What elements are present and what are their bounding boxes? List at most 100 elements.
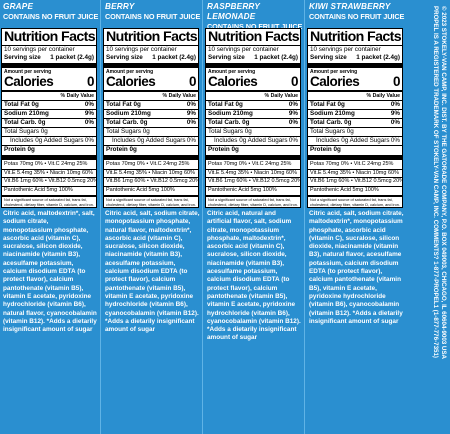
calories-row: Calories 0 xyxy=(310,74,401,89)
flavor-panel-raspberry-lemonade: RASPBERRY LEMONADE CONTAINS NO FRUIT JUI… xyxy=(205,0,302,434)
flavor-name: BERRY xyxy=(105,2,135,11)
vitamin-row: Vit.E 5.4mg 35% • Niacin 10mg 60% xyxy=(310,169,399,176)
ingredients-text: Citric acid, salt, sodium citrate, monop… xyxy=(105,210,200,334)
total-sugars-row: Total Sugars 0g xyxy=(106,128,150,135)
vitamin-row: Pantothenic Acid 5mg 100% xyxy=(310,186,379,193)
total-sugars-row: Total Sugars 0g xyxy=(310,128,354,135)
total-sugars-row: Total Sugars 0g xyxy=(208,128,252,135)
ingredients-text: Citric acid, salt, sodium citrate, malto… xyxy=(309,210,404,325)
flavor-panel-grape: GRAPE CONTAINS NO FRUIT JUICE Nutrition … xyxy=(1,0,98,434)
vitamin-row: Vit.B6 1mg 60% • Vit.B12 0.5mcg 20% xyxy=(310,178,403,184)
footnote: Not a significant source of saturated fa… xyxy=(310,198,400,207)
panel-divider xyxy=(100,0,101,434)
servings-per-container: 10 servings per container xyxy=(106,46,177,53)
flavor-name: RASPBERRY LEMONADE xyxy=(207,2,260,21)
calories-row: Calories 0 xyxy=(106,74,197,89)
sodium-row: Sodium 210mg 9% xyxy=(310,110,400,117)
added-sugars-row: Includes 0g Added Sugars 0% xyxy=(10,137,94,144)
ingredients-text: Citric acid, natural and artificial flav… xyxy=(207,210,301,342)
footnote: Not a significant source of saturated fa… xyxy=(106,198,196,207)
vitamin-row: Potas 70mg 0% • Vit.C 24mg 25% xyxy=(310,161,394,167)
flavor-header: RASPBERRY LEMONADE CONTAINS NO FRUIT JUI… xyxy=(207,0,304,31)
company-info: © 2023 STOKELY-VAN CAMP, INC. DIST. BY T… xyxy=(431,6,447,426)
nutrition-title: Nutrition Facts xyxy=(106,29,198,45)
nutrition-title: Nutrition Facts xyxy=(208,29,300,45)
ingredients-text: Citric acid, maltodextrin*, salt, sodium… xyxy=(3,210,97,334)
flavor-subtitle: CONTAINS NO FRUIT JUICE xyxy=(207,22,303,31)
amount-per-serving: Amount per serving xyxy=(4,69,52,75)
amount-per-serving: Amount per serving xyxy=(106,69,154,75)
serving-size: Serving size 1 packet (2.4g) xyxy=(310,54,400,61)
vitamin-row: Potas 70mg 0% • Vit.C 24mg 25% xyxy=(106,161,190,167)
daily-value-label: % Daily Value xyxy=(264,93,298,99)
calories-row: Calories 0 xyxy=(208,74,299,89)
protein-row: Protein 0g xyxy=(208,146,239,153)
footnote: Not a significant source of saturated fa… xyxy=(4,198,94,207)
flavor-subtitle: CONTAINS NO FRUIT JUICE xyxy=(105,12,201,21)
vitamin-row: Pantothenic Acid 5mg 100% xyxy=(106,186,175,193)
total-fat-row: Total Fat 0g 0% xyxy=(310,101,400,108)
sodium-row: Sodium 210mg 9% xyxy=(106,110,196,117)
total-carb-row: Total Carb. 0g 0% xyxy=(208,119,298,126)
added-sugars-row: Includes 0g Added Sugars 0% xyxy=(214,137,298,144)
total-carb-row: Total Carb. 0g 0% xyxy=(4,119,94,126)
company-line: © 2023 STOKELY-VAN CAMP, INC. DIST. BY T… xyxy=(440,6,447,359)
flavor-name: GRAPE xyxy=(3,2,34,11)
company-line: PROPEL IS A REGISTERED TRADEMARK OF STOK… xyxy=(432,6,439,358)
vitamin-row: Potas 70mg 0% • Vit.C 24mg 25% xyxy=(208,161,292,167)
nutrition-title: Nutrition Facts xyxy=(310,29,402,45)
serving-size: Serving size 1 packet (2.4g) xyxy=(208,54,298,61)
total-fat-row: Total Fat 0g 0% xyxy=(208,101,298,108)
panel-divider xyxy=(304,0,305,434)
total-carb-row: Total Carb. 0g 0% xyxy=(106,119,196,126)
serving-size: Serving size 1 packet (2.4g) xyxy=(106,54,196,61)
nutrition-title: Nutrition Facts xyxy=(4,29,96,45)
flavor-header: BERRY CONTAINS NO FRUIT JUICE xyxy=(105,0,202,28)
daily-value-label: % Daily Value xyxy=(162,93,196,99)
nutrition-facts-box: Nutrition Facts 10 servings per containe… xyxy=(307,28,403,208)
flavor-panel-kiwi-strawberry: KIWI STRAWBERRY CONTAINS NO FRUIT JUICE … xyxy=(307,0,404,434)
amount-per-serving: Amount per serving xyxy=(310,69,358,75)
vitamin-row: Vit.B6 1mg 60% • Vit.B12 0.5mcg 20% xyxy=(4,178,97,184)
flavor-name: KIWI STRAWBERRY xyxy=(309,2,391,11)
vitamin-row: Vit.B6 1mg 60% • Vit.B12 0.5mcg 20% xyxy=(106,178,199,184)
panel-divider xyxy=(202,0,203,434)
daily-value-label: % Daily Value xyxy=(60,93,94,99)
daily-value-label: % Daily Value xyxy=(366,93,400,99)
footnote: Not a significant source of saturated fa… xyxy=(208,198,298,207)
flavor-subtitle: CONTAINS NO FRUIT JUICE xyxy=(309,12,405,21)
side-strip xyxy=(420,0,450,434)
nutrition-facts-box: Nutrition Facts 10 servings per containe… xyxy=(103,28,199,208)
total-carb-row: Total Carb. 0g 0% xyxy=(310,119,400,126)
flavor-header: KIWI STRAWBERRY CONTAINS NO FRUIT JUICE xyxy=(309,0,406,28)
protein-row: Protein 0g xyxy=(106,146,137,153)
vitamin-row: Pantothenic Acid 5mg 100% xyxy=(4,186,73,193)
vitamin-row: Potas 70mg 0% • Vit.C 24mg 25% xyxy=(4,161,88,167)
vitamin-row: Vit.B6 1mg 60% • Vit.B12 0.5mcg 20% xyxy=(208,178,301,184)
servings-per-container: 10 servings per container xyxy=(4,46,75,53)
flavor-subtitle: CONTAINS NO FRUIT JUICE xyxy=(3,12,99,21)
total-sugars-row: Total Sugars 0g xyxy=(4,128,48,135)
flavor-panel-berry: BERRY CONTAINS NO FRUIT JUICE Nutrition … xyxy=(103,0,200,434)
protein-row: Protein 0g xyxy=(4,146,35,153)
sodium-row: Sodium 210mg 9% xyxy=(208,110,298,117)
vitamin-row: Pantothenic Acid 5mg 100% xyxy=(208,186,277,193)
sodium-row: Sodium 210mg 9% xyxy=(4,110,94,117)
serving-size: Serving size 1 packet (2.4g) xyxy=(4,54,94,61)
vitamin-row: Vit.E 5.4mg 35% • Niacin 10mg 60% xyxy=(208,169,297,176)
vitamin-row: Vit.E 5.4mg 35% • Niacin 10mg 60% xyxy=(4,169,93,176)
flavor-header: GRAPE CONTAINS NO FRUIT JUICE xyxy=(3,0,100,28)
servings-per-container: 10 servings per container xyxy=(310,46,381,53)
total-fat-row: Total Fat 0g 0% xyxy=(4,101,94,108)
nutrition-facts-box: Nutrition Facts 10 servings per containe… xyxy=(1,28,97,208)
added-sugars-row: Includes 0g Added Sugars 0% xyxy=(316,137,400,144)
total-fat-row: Total Fat 0g 0% xyxy=(106,101,196,108)
amount-per-serving: Amount per serving xyxy=(208,69,256,75)
added-sugars-row: Includes 0g Added Sugars 0% xyxy=(112,137,196,144)
vitamin-row: Vit.E 5.4mg 35% • Niacin 10mg 60% xyxy=(106,169,195,176)
nutrition-facts-box: Nutrition Facts 10 servings per containe… xyxy=(205,28,301,208)
servings-per-container: 10 servings per container xyxy=(208,46,279,53)
calories-row: Calories 0 xyxy=(4,74,95,89)
protein-row: Protein 0g xyxy=(310,146,341,153)
